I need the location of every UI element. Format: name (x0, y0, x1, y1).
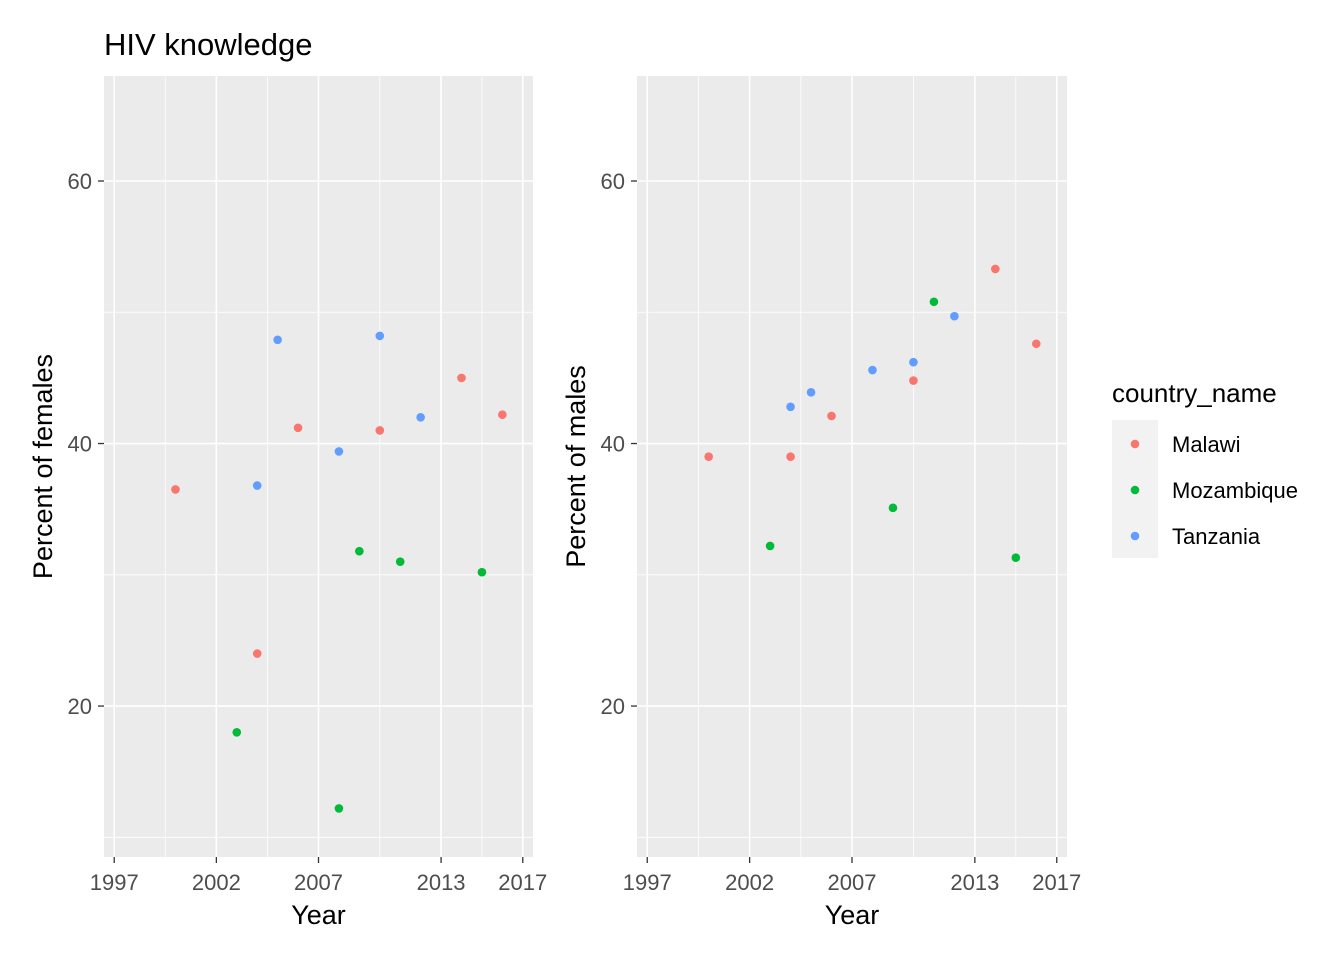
y-tick-label: 20 (68, 694, 92, 719)
point-mozambique (929, 297, 939, 307)
point-malawi (498, 410, 507, 419)
point-mozambique (232, 728, 242, 737)
point-malawi (252, 649, 262, 658)
y-axis-title: Percent of females (28, 354, 58, 579)
chart-title: HIV knowledge (104, 27, 313, 62)
legend-label-mozambique: Mozambique (1172, 478, 1298, 503)
x-axis-title: Year (825, 900, 880, 930)
point-tanzania (252, 481, 262, 490)
y-tick-label: 20 (601, 694, 625, 719)
x-tick-label: 1997 (623, 870, 672, 895)
point-tanzania (334, 447, 344, 456)
x-tick-label: 1997 (90, 870, 139, 895)
point-tanzania (950, 311, 959, 321)
y-tick-label: 60 (601, 169, 625, 194)
x-tick-label: 2002 (192, 870, 241, 895)
y-tick-label: 40 (68, 432, 92, 457)
point-mozambique (334, 804, 344, 813)
point-malawi (375, 426, 385, 435)
point-mozambique (765, 541, 775, 551)
point-tanzania (909, 357, 918, 367)
legend-key-tanzania (1130, 531, 1140, 541)
legend-title: country_name (1112, 378, 1277, 408)
point-tanzania (786, 402, 795, 412)
point-tanzania (416, 412, 425, 422)
point-mozambique (1011, 553, 1021, 563)
x-tick-label: 2007 (828, 870, 877, 895)
point-malawi (827, 411, 836, 421)
point-tanzania (868, 365, 877, 375)
panel-females: 1997 2002 2007 2013 2017 20 40 60 Year Percent of… (28, 76, 547, 930)
x-axis-title: Year (291, 900, 346, 930)
x-tick-label: 2013 (417, 870, 466, 895)
point-malawi (991, 264, 1000, 274)
point-mozambique (477, 567, 487, 577)
legend-label-malawi: Malawi (1172, 432, 1240, 457)
point-mozambique (888, 503, 898, 513)
y-tick-label: 40 (601, 432, 625, 457)
legend-label-tanzania: Tanzania (1172, 524, 1261, 549)
point-malawi (1031, 339, 1041, 349)
legend-key-malawi (1130, 439, 1140, 449)
y-tick-label: 60 (68, 169, 92, 194)
x-tick-label: 2002 (725, 870, 774, 895)
point-malawi (293, 423, 303, 433)
point-malawi (457, 373, 466, 383)
x-tick-label: 2017 (1032, 870, 1081, 895)
legend-key-mozambique (1130, 485, 1140, 495)
point-tanzania (273, 335, 282, 345)
x-tick-label: 2013 (950, 870, 999, 895)
y-axis-title: Percent of males (561, 365, 591, 568)
point-tanzania (806, 388, 816, 397)
legend: country_name Malawi Mozambique Tanzania (1112, 378, 1298, 558)
point-malawi (786, 452, 795, 461)
x-tick-label: 2007 (294, 870, 343, 895)
point-tanzania (375, 331, 385, 341)
x-tick-label: 2017 (498, 870, 547, 895)
point-malawi (909, 376, 918, 385)
point-mozambique (395, 557, 405, 566)
point-mozambique (355, 546, 364, 556)
point-malawi (704, 452, 713, 461)
panel-males: 1997 2002 2007 2013 2017 20 40 60 Year Percent of… (561, 76, 1081, 930)
point-malawi (171, 485, 180, 494)
